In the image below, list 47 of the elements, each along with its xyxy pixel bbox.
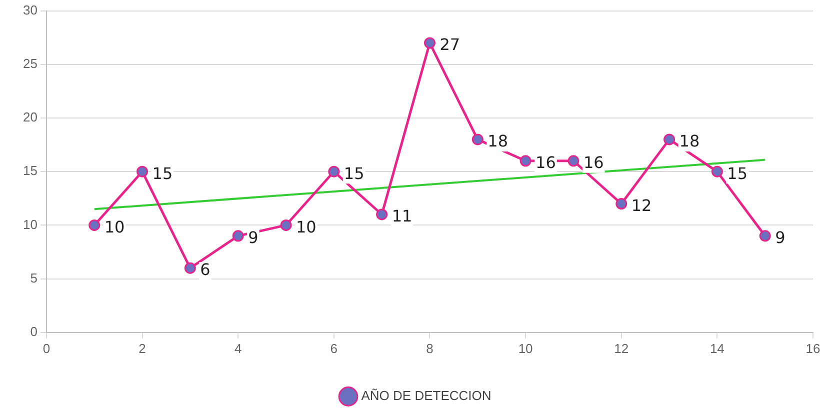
data-label: 16 <box>536 153 556 172</box>
x-tick-label: 12 <box>614 340 629 356</box>
point <box>664 134 676 146</box>
data-label: 18 <box>679 132 700 151</box>
y-tick-label: 30 <box>22 2 38 18</box>
point <box>280 219 292 231</box>
y-tick-label: 20 <box>22 110 38 125</box>
y-tick-label: 25 <box>22 56 38 71</box>
data-label: 11 <box>392 206 412 226</box>
x-tick-label: 8 <box>426 340 434 356</box>
x-tick-label: 2 <box>138 340 146 356</box>
data-label: 10 <box>104 217 125 236</box>
data-label: 9 <box>248 228 258 248</box>
point <box>136 166 148 178</box>
data-label: 10 <box>296 217 316 236</box>
data-label: 16 <box>583 153 604 172</box>
x-tick-label: 10 <box>518 340 533 356</box>
point <box>472 134 484 146</box>
point <box>616 198 628 210</box>
point <box>376 208 388 220</box>
x-tick-label: 6 <box>330 340 338 356</box>
data-label: 15 <box>344 164 364 183</box>
data-label: 18 <box>488 132 508 151</box>
data-label: 6 <box>200 260 210 280</box>
y-tick-label: 0 <box>30 324 38 339</box>
point <box>88 219 100 231</box>
data-label: 9 <box>775 228 786 248</box>
y-tick-label: 15 <box>22 163 38 178</box>
point <box>520 155 532 167</box>
legend-label: AÑO DE DETECCION <box>361 388 492 404</box>
y-tick-label: 10 <box>22 216 38 232</box>
y-tick-label: 5 <box>30 270 38 286</box>
x-tick-label: 4 <box>234 340 242 356</box>
point <box>711 166 723 178</box>
x-tick-label: 16 <box>806 340 820 356</box>
point <box>759 230 771 242</box>
x-tick-label: 0 <box>42 340 50 356</box>
point <box>328 166 340 178</box>
data-label: 15 <box>727 164 748 183</box>
point <box>232 230 244 242</box>
data-label: 15 <box>152 164 173 183</box>
data-label: 27 <box>440 35 460 54</box>
point <box>184 262 196 274</box>
x-tick-label: 14 <box>710 340 724 356</box>
point <box>424 37 436 49</box>
data-label: 12 <box>631 196 652 215</box>
point <box>568 155 580 167</box>
